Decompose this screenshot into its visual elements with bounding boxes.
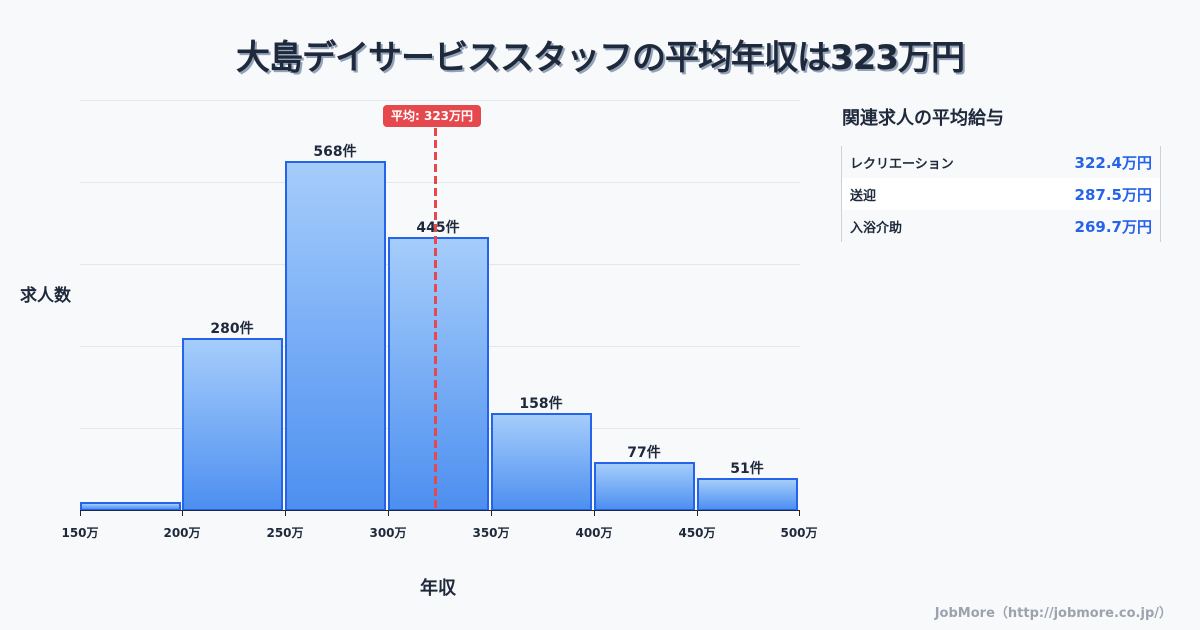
salary-value: 287.5万円	[1074, 185, 1152, 204]
bar-value-label: 158件	[519, 396, 563, 412]
x-tick-label: 200万	[163, 526, 201, 540]
x-tick	[697, 510, 698, 516]
related-salary-row: 送迎 287.5万円	[842, 178, 1160, 210]
average-badge: 平均: 323万円	[383, 105, 482, 127]
x-tick	[388, 510, 389, 516]
x-axis-label: 年収	[420, 578, 456, 599]
average-line	[434, 128, 437, 510]
job-name: レクリエーション	[850, 156, 954, 172]
bar-300-350	[388, 237, 489, 511]
bar-value-label: 445件	[416, 220, 460, 236]
bar-200-250	[182, 338, 283, 511]
x-tick-label: 400万	[575, 526, 613, 540]
x-tick	[594, 510, 595, 516]
x-tick-label: 150万	[61, 526, 99, 540]
x-axis-line	[80, 510, 800, 511]
y-axis-label: 求人数	[20, 286, 71, 306]
bar-value-label: 568件	[313, 144, 357, 160]
gridline	[80, 182, 800, 183]
salary-value: 322.4万円	[1074, 153, 1152, 172]
related-salary-table: レクリエーション 322.4万円 送迎 287.5万円 入浴介助 269.7万円	[841, 146, 1161, 242]
x-tick	[285, 510, 286, 516]
x-tick-label: 250万	[266, 526, 304, 540]
x-tick-label: 450万	[678, 526, 716, 540]
gridline	[80, 100, 800, 101]
x-tick	[182, 510, 183, 516]
related-salary-title: 関連求人の平均給与	[842, 108, 1004, 129]
x-tick	[799, 510, 800, 516]
job-name: 送迎	[850, 188, 877, 204]
related-salary-row: 入浴介助 269.7万円	[842, 210, 1160, 242]
x-tick	[80, 510, 81, 516]
job-name: 入浴介助	[850, 220, 903, 236]
bar-400-450	[594, 462, 695, 511]
x-tick	[491, 510, 492, 516]
source-credit: JobMore（http://jobmore.co.jp/）	[934, 606, 1172, 621]
bar-450-500	[697, 478, 798, 511]
bar-350-400	[491, 413, 592, 511]
bar-value-label: 280件	[210, 321, 254, 337]
bar-250-300	[285, 161, 386, 511]
salary-value: 269.7万円	[1074, 217, 1152, 236]
related-salary-row: レクリエーション 322.4万円	[842, 146, 1160, 178]
bar-value-label: 51件	[730, 461, 764, 477]
x-tick-label: 300万	[369, 526, 407, 540]
page-title: 大島デイサービススタッフの平均年収は323万円	[236, 38, 965, 78]
bar-value-label: 77件	[627, 445, 661, 461]
x-tick-label: 500万	[780, 526, 818, 540]
x-tick-label: 350万	[472, 526, 510, 540]
